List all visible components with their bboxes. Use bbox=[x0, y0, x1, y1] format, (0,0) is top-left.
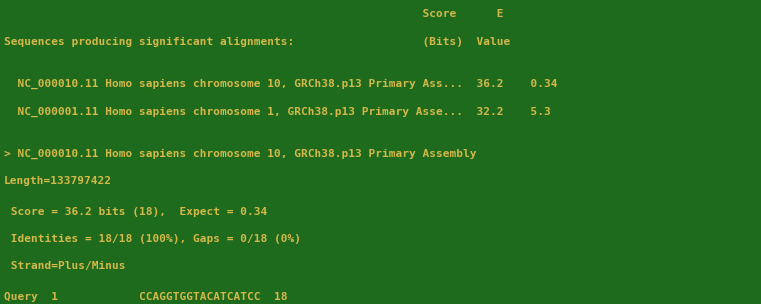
Text: Score      E: Score E bbox=[4, 9, 503, 19]
Text: Identities = 18/18 (100%), Gaps = 0/18 (0%): Identities = 18/18 (100%), Gaps = 0/18 (… bbox=[4, 234, 301, 244]
Text: Query  1            CCAGGTGGTACATCATCC  18: Query 1 CCAGGTGGTACATCATCC 18 bbox=[4, 292, 288, 302]
Text: Score = 36.2 bits (18),  Expect = 0.34: Score = 36.2 bits (18), Expect = 0.34 bbox=[4, 207, 267, 217]
Text: NC_000001.11 Homo sapiens chromosome 1, GRCh38.p13 Primary Asse...  32.2    5.3: NC_000001.11 Homo sapiens chromosome 1, … bbox=[4, 106, 550, 117]
Text: NC_000010.11 Homo sapiens chromosome 10, GRCh38.p13 Primary Ass...  36.2    0.34: NC_000010.11 Homo sapiens chromosome 10,… bbox=[4, 79, 557, 89]
Text: Sequences producing significant alignments:                   (Bits)  Value: Sequences producing significant alignmen… bbox=[4, 36, 510, 47]
Text: > NC_000010.11 Homo sapiens chromosome 10, GRCh38.p13 Primary Assembly: > NC_000010.11 Homo sapiens chromosome 1… bbox=[4, 149, 476, 159]
Text: Length=133797422: Length=133797422 bbox=[4, 176, 112, 186]
Text: Strand=Plus/Minus: Strand=Plus/Minus bbox=[4, 261, 126, 271]
